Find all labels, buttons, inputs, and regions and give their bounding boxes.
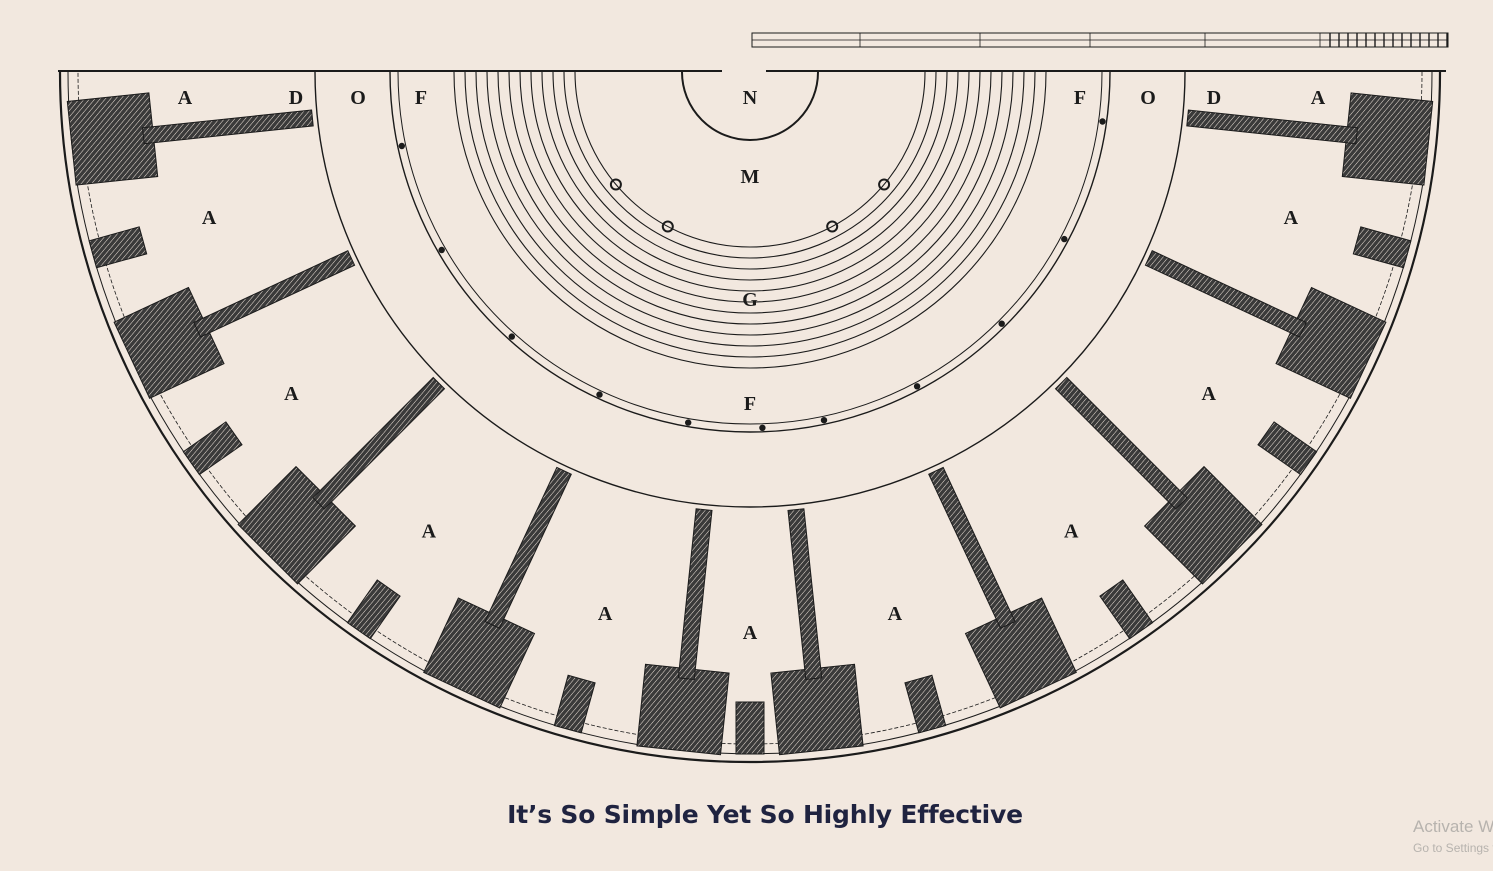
cell-label: A <box>1284 207 1299 229</box>
top-right-label: A <box>1311 87 1326 109</box>
column-dot <box>1061 235 1068 243</box>
inspection-ring <box>475 71 1025 347</box>
inspection-ring <box>453 71 1047 369</box>
hatched-pier <box>1143 465 1263 585</box>
inspection-ring <box>464 71 1036 358</box>
cell-divider-wall <box>677 508 713 681</box>
panopticon-floor-plan: A D O F F O D A N M G F A A A A A A A A A <box>58 32 1449 764</box>
inspection-ring <box>541 71 959 281</box>
plan-labels: A D O F F O D A N M G F A A A A A A A A A <box>178 87 1326 644</box>
cell-divider-wall <box>193 250 356 338</box>
hatched-pier <box>66 92 159 186</box>
cell-divider-wall <box>787 508 823 681</box>
inspection-ring <box>486 71 1014 336</box>
cell-label: A <box>422 521 437 543</box>
hatched-block <box>553 674 596 734</box>
hatched-pier <box>1275 286 1387 399</box>
top-left-label: O <box>350 87 366 109</box>
plan-structure <box>58 32 1449 764</box>
column-dot <box>998 320 1005 327</box>
cell-divider-wall <box>1144 250 1307 338</box>
hatched-block <box>346 579 401 640</box>
cell-divider-wall <box>484 466 572 629</box>
hatched-block <box>1352 226 1412 269</box>
top-left-label: D <box>289 87 303 109</box>
cell-label: A <box>284 383 299 405</box>
hatched-pier <box>636 663 730 756</box>
cell-label: A <box>202 207 217 229</box>
hatched-block <box>182 421 243 476</box>
center-label: F <box>744 393 756 415</box>
cell-label: A <box>1064 521 1079 543</box>
caption-text: It’s So Simple Yet So Highly Effective <box>507 800 1023 829</box>
cell-label: A <box>743 622 758 644</box>
top-right-label: F <box>1074 87 1086 109</box>
gallery-line <box>77 71 1423 745</box>
annular-well-inner <box>397 71 1103 425</box>
cell-divider-wall <box>141 109 314 145</box>
hatched-pier <box>770 663 864 756</box>
central-lodge <box>681 71 819 141</box>
watermark-line-1: Activate Windows <box>1413 817 1493 836</box>
top-right-label: D <box>1207 87 1221 109</box>
inspection-ring <box>552 71 948 270</box>
inspection-ring <box>497 71 1003 325</box>
top-left-label: A <box>178 87 193 109</box>
tower-column <box>609 178 622 191</box>
cell-label: A <box>1201 383 1216 405</box>
cell-ring <box>314 71 1186 508</box>
hatched-pier <box>423 597 536 709</box>
cell-divider-wall <box>1186 109 1359 145</box>
column-dot <box>438 246 445 254</box>
hatched-block <box>735 701 765 755</box>
tower-column <box>878 178 891 191</box>
center-label: N <box>743 87 758 109</box>
cell-divider-wall <box>1054 376 1188 510</box>
top-left-label: F <box>415 87 427 109</box>
column-dot <box>596 391 603 398</box>
column-dot <box>508 333 515 340</box>
hatched-block <box>1257 421 1318 476</box>
windows-activation-watermark: Activate Windows Go to Settings to activ… <box>1413 816 1493 866</box>
cell-label: A <box>598 603 613 625</box>
inspection-ring <box>519 71 981 303</box>
inspection-ring <box>574 71 926 248</box>
hatched-block <box>88 226 148 269</box>
outer-wall <box>58 71 1442 764</box>
caption: It’s So Simple Yet So Highly Effective <box>0 800 1493 829</box>
tower-column <box>661 220 674 233</box>
tower-column <box>826 220 839 233</box>
column-dot <box>820 417 828 424</box>
column-dot <box>913 383 921 390</box>
inspection-ring <box>563 71 937 259</box>
column-dot <box>759 424 766 431</box>
cell-divider-wall <box>928 466 1016 629</box>
center-label: M <box>741 166 760 188</box>
annular-well-outer <box>389 71 1111 433</box>
hatched-pier <box>1341 92 1434 186</box>
hatched-pier <box>237 465 357 585</box>
inspection-ring <box>530 71 970 292</box>
hatched-pier <box>113 286 225 399</box>
hatched-block <box>904 674 947 734</box>
hatched-block <box>1099 579 1154 640</box>
column-dot <box>685 419 692 426</box>
watermark-line-2: Go to Settings to activate Windows. <box>1413 841 1493 855</box>
hatched-pier <box>964 597 1077 709</box>
column-dot <box>398 142 405 150</box>
column-dot <box>1099 118 1106 125</box>
center-label: G <box>742 289 758 311</box>
inspection-ring <box>508 71 992 314</box>
cell-label: A <box>888 603 903 625</box>
top-right-label: O <box>1140 87 1156 109</box>
cell-divider-wall <box>312 376 446 510</box>
